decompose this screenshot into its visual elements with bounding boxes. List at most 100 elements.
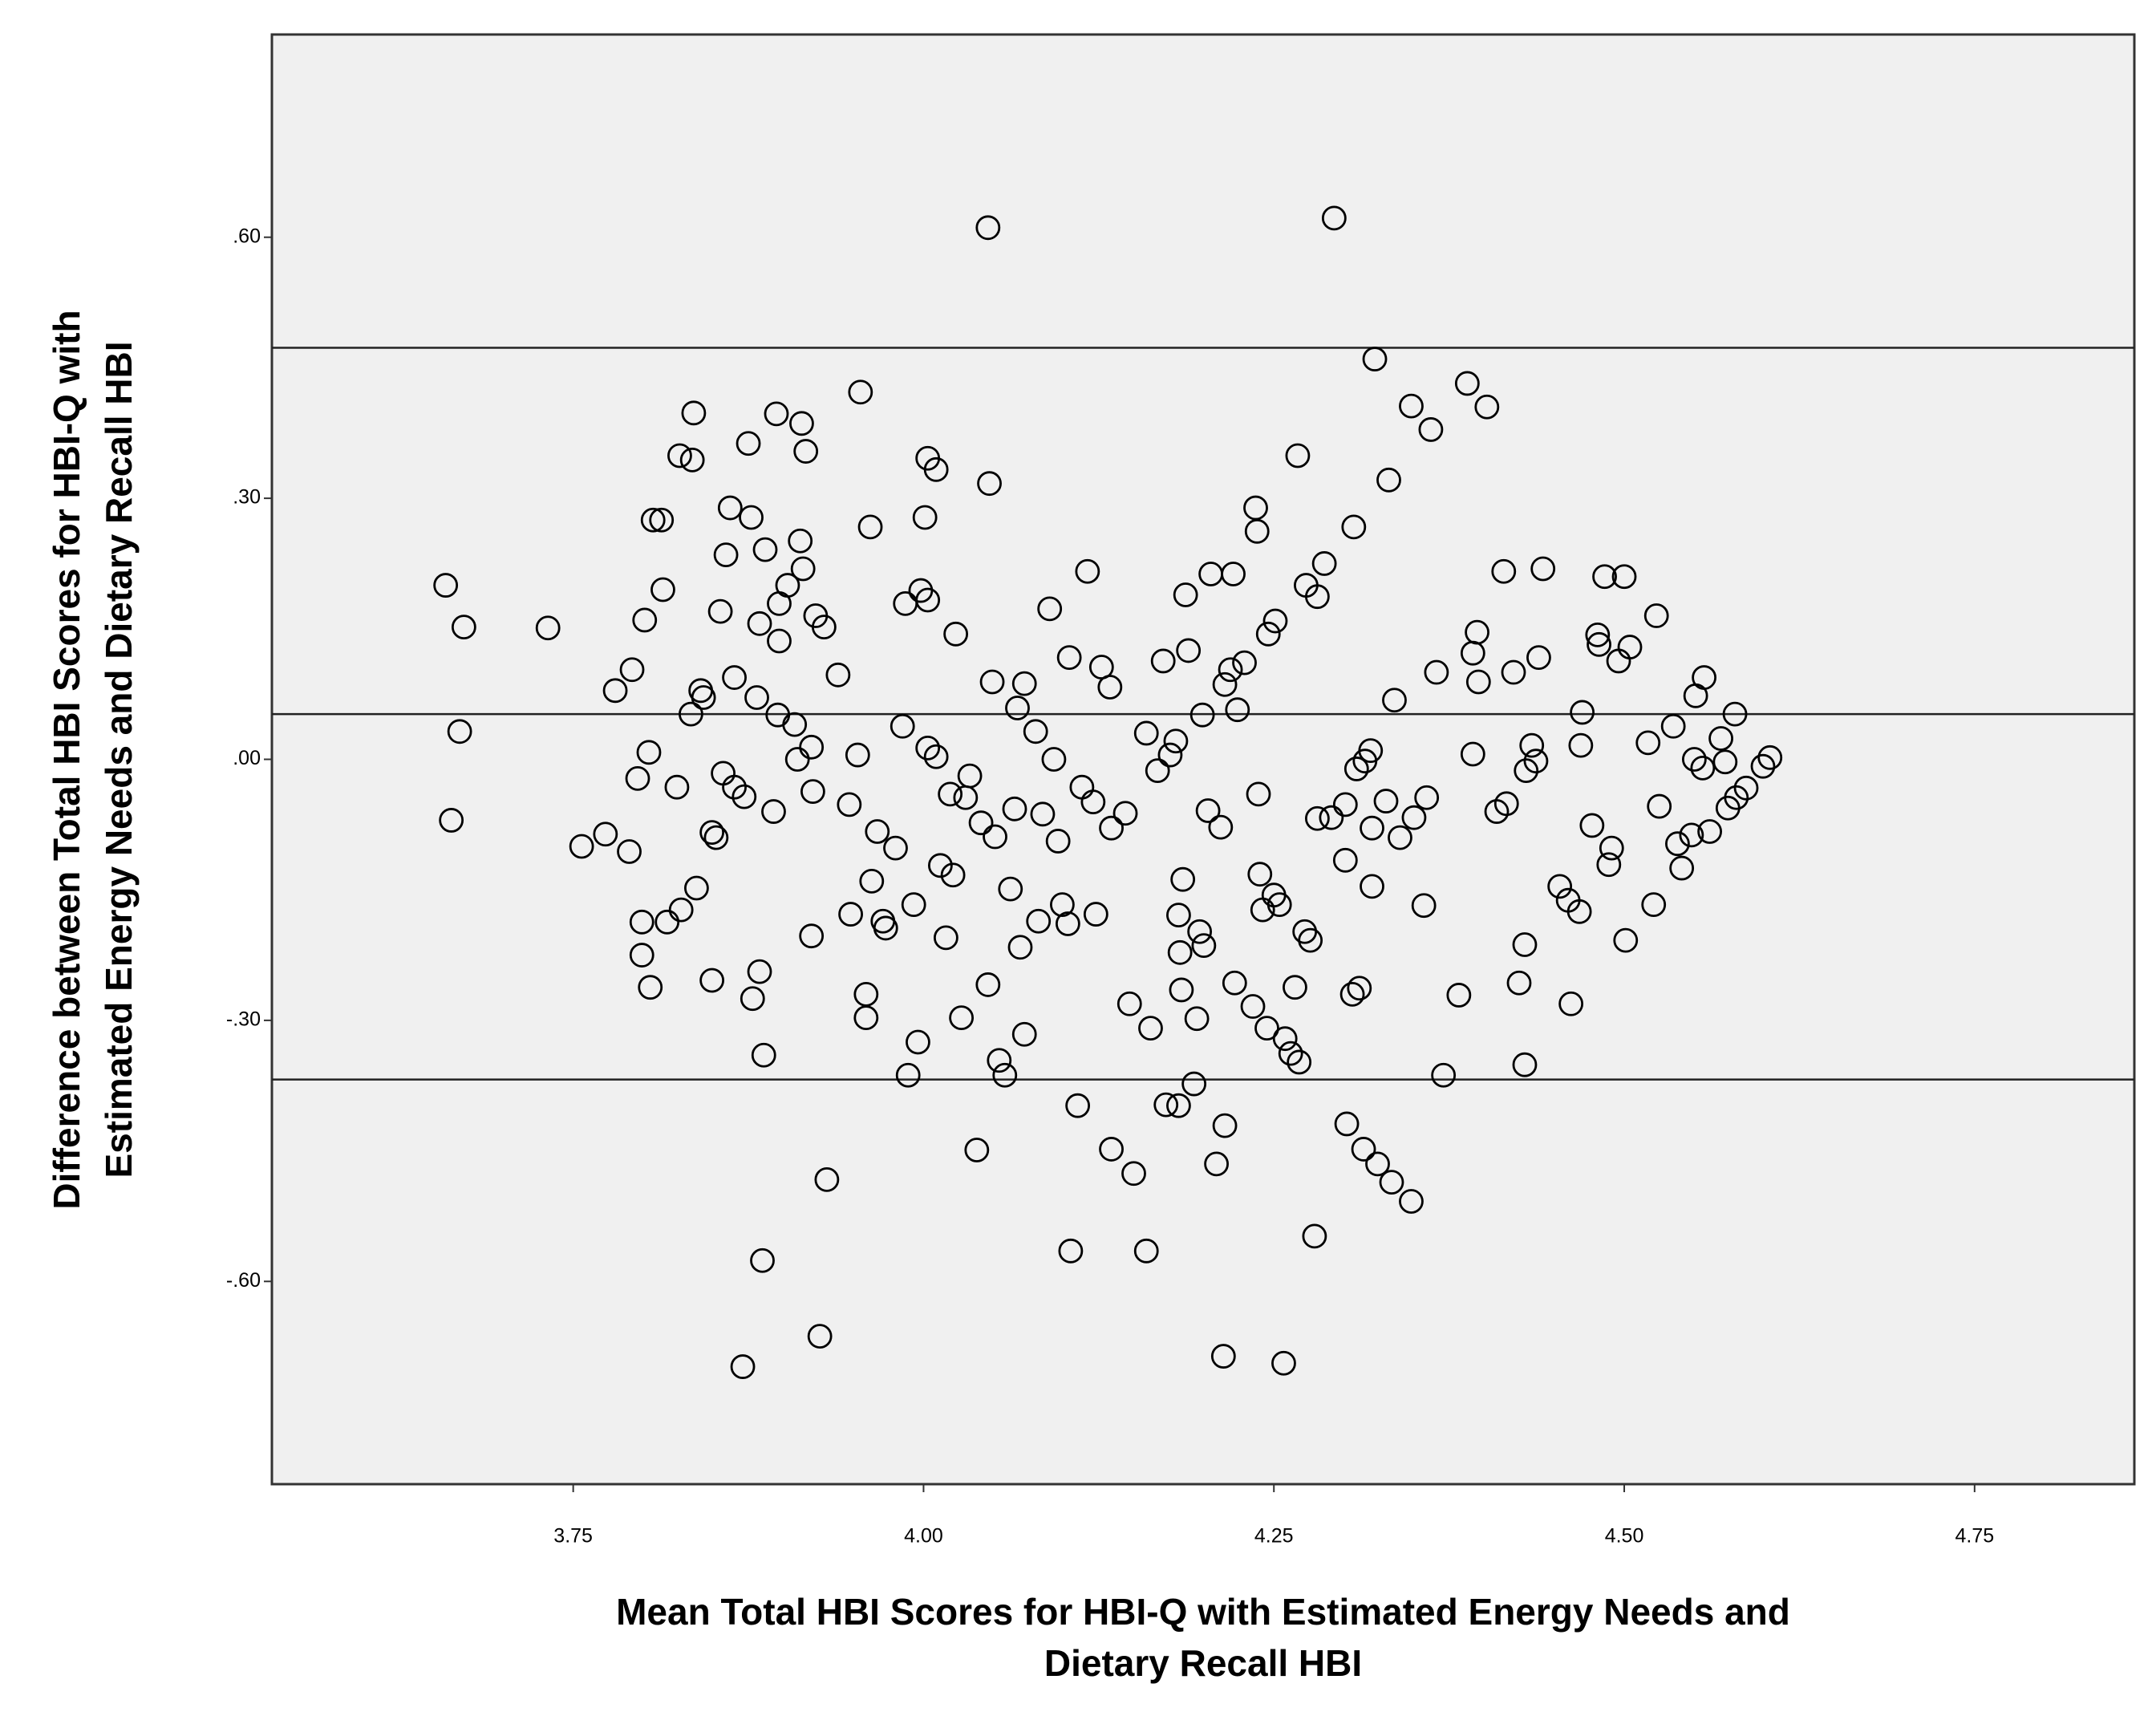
point [964,1138,990,1162]
point [1145,758,1170,784]
x-tick-label: 4.25 [1254,1525,1294,1548]
point [1170,866,1196,892]
point [1212,1113,1238,1138]
point [1097,675,1123,700]
point [800,779,825,805]
x-tick-label: 4.00 [904,1525,943,1548]
point [1617,635,1643,659]
point [1002,796,1027,822]
point [619,657,645,683]
point [1446,983,1472,1008]
point [1697,819,1723,844]
point [837,792,862,817]
point [1321,205,1347,231]
y-tick-label: .60 [233,225,261,247]
point [1037,596,1063,622]
point [1278,1041,1303,1066]
point [1254,1016,1279,1041]
point [1724,785,1749,810]
point [1055,911,1080,936]
x-tick-label: 4.75 [1955,1525,1994,1548]
point [940,862,966,888]
point [1376,467,1401,493]
point [1401,805,1427,830]
point [1112,801,1138,826]
point [439,808,464,833]
point [1099,815,1124,841]
point [722,774,747,800]
point [1365,1151,1390,1177]
point [451,615,476,640]
point [736,431,761,456]
point [1411,893,1437,919]
point [717,495,743,521]
point [1523,748,1549,774]
point [943,621,969,647]
point [1613,927,1639,953]
point [1339,981,1365,1007]
point [1418,417,1444,442]
point [1272,1026,1298,1052]
x-tick-label: 4.50 [1605,1525,1644,1548]
point [1150,648,1176,674]
y-tick-label: -.60 [226,1269,261,1292]
point [1382,688,1407,713]
point [664,774,690,800]
point [1514,758,1539,784]
point [1643,603,1669,628]
point [740,986,765,1012]
point [1750,753,1776,779]
point [1733,775,1759,801]
point [1568,732,1594,758]
point [814,1166,840,1192]
x-tick-label: 3.75 [553,1525,593,1548]
point [747,959,772,984]
point [1210,1344,1236,1369]
point [865,819,890,844]
point [1157,742,1183,768]
point [1360,815,1384,841]
point [1222,970,1247,996]
x-axis-title: Mean Total HBI Scores for HBI-Q with Est… [616,1591,1790,1633]
point [1379,1170,1404,1195]
point [1304,584,1330,610]
point [761,799,786,824]
point [1558,991,1584,1016]
point [1191,933,1217,959]
point [1080,789,1106,815]
point [681,400,707,426]
point [1030,801,1056,827]
point [1611,564,1637,590]
point [1681,747,1707,772]
point [1579,813,1605,838]
point [1566,899,1592,924]
point [782,712,808,737]
point [977,471,1002,497]
point [625,765,650,791]
point [732,784,757,809]
point [1133,1238,1159,1264]
point [654,909,680,935]
y-axis-title: Difference between Total HBI Scores for … [46,310,87,1209]
point [1660,713,1686,739]
point [1665,831,1690,857]
point [1722,701,1748,727]
point [1399,1189,1424,1214]
point [915,735,941,761]
point [1635,730,1661,756]
point [636,740,662,765]
point [1163,728,1189,754]
point [1347,976,1372,1001]
point [1311,551,1337,576]
point [617,839,642,864]
point [1011,671,1037,696]
point [1065,1093,1091,1118]
point [1026,908,1052,934]
point [593,822,618,847]
plot-area [270,33,2136,1486]
point [1641,892,1667,918]
point [752,537,778,562]
point [901,892,926,918]
point [1512,932,1538,957]
